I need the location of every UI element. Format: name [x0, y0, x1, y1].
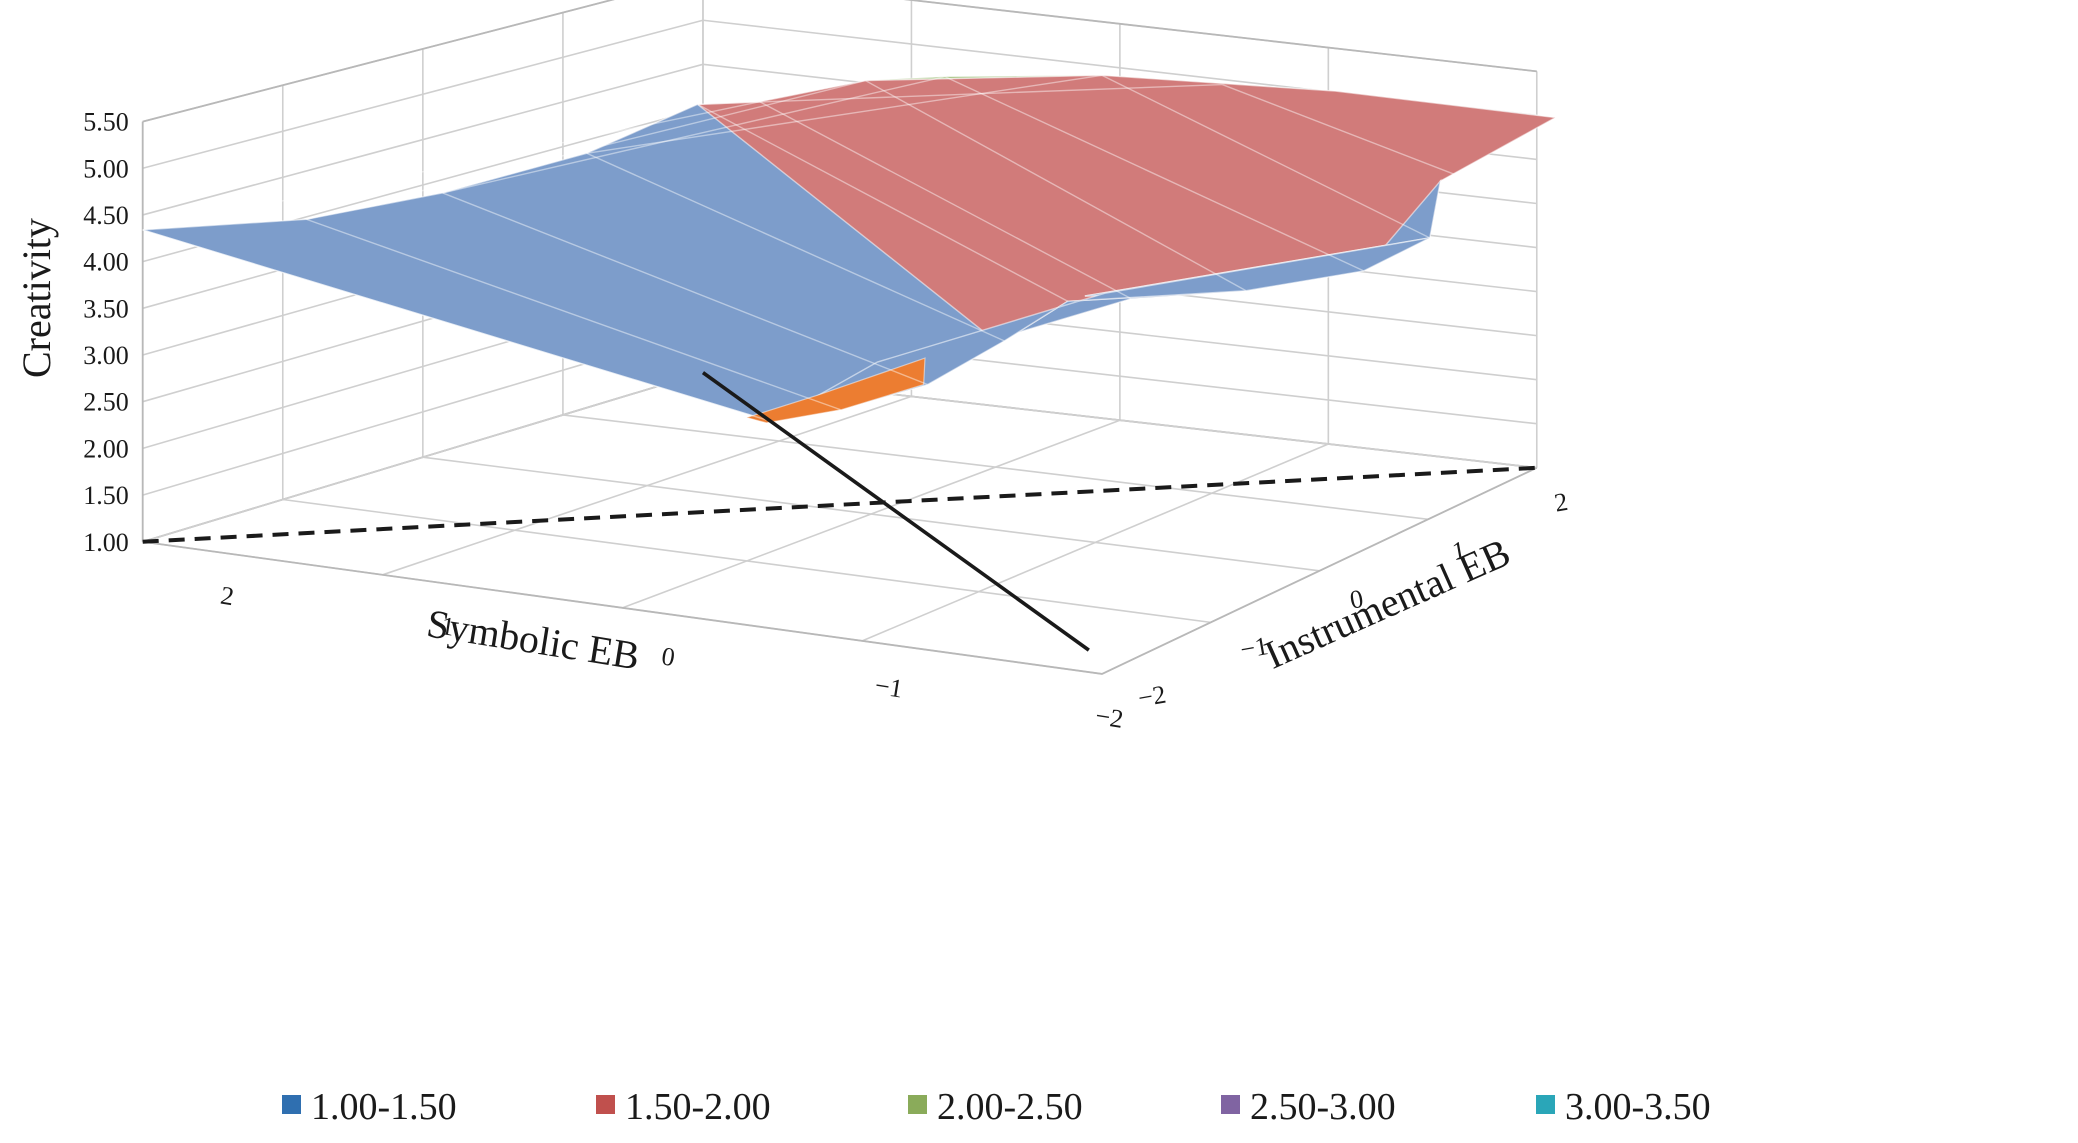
symbolic-tick-label: 0 [660, 641, 677, 672]
floor-line-instrumental-3 [562, 414, 1429, 521]
tick-labels: 1.00 1.50 2.00 2.50 3.00 3.50 4.00 4.50 5.00 5.50… [83, 108, 1570, 734]
floor-line-instrumental-2 [422, 456, 1320, 572]
instrumental-tick-label: 1 [1450, 535, 1468, 566]
legend-swatch [1536, 1095, 1555, 1114]
floor-line-symbolic-3 [861, 443, 1329, 642]
y-axis-title: Instrumental EB [1258, 529, 1517, 677]
floor-front-edge [142, 466, 1538, 675]
surface-grid-line-9 [697, 103, 1069, 302]
surface-grid-line-5 [142, 229, 772, 423]
legend-label: 1.50-2.00 [625, 1086, 771, 1128]
legend-swatch [1221, 1095, 1240, 1114]
surface-blue-band-front [771, 237, 1431, 423]
surface-grid-line-4 [697, 83, 1223, 106]
legend: 1.00-1.50 1.50-2.00 2.00-2.50 2.50-3.00 3.00… [282, 1086, 1711, 1128]
z-tick-label: 3.50 [83, 294, 129, 323]
instrumental-tick-label: −2 [1136, 680, 1168, 713]
legend-label: 2.00-2.50 [937, 1086, 1083, 1128]
legend-swatch [596, 1095, 615, 1114]
annotation-lines [142, 371, 1537, 652]
legend-label: 1.00-1.50 [311, 1086, 457, 1128]
instrumental-tick-label: 2 [1552, 487, 1570, 518]
legend-swatch [282, 1095, 301, 1114]
surface [142, 74, 1558, 424]
symbolic-tick-label: 1 [439, 611, 456, 642]
surface-orange-band [744, 357, 926, 424]
z-tick-label: 1.00 [83, 528, 129, 557]
z-tick-label: 2.00 [83, 434, 129, 463]
surface-grid-line-8 [586, 152, 1005, 342]
symbolic-tick-label: −1 [873, 671, 905, 704]
surface-grid-line-14 [1222, 83, 1479, 185]
z-tick-label: 5.50 [83, 108, 129, 137]
z-tick-label: 4.00 [83, 248, 129, 277]
floor-grid [142, 371, 1538, 675]
surface-grid-line-11 [865, 79, 1247, 292]
surface-grid-line-2 [442, 75, 945, 194]
surface-grid-line-13 [1101, 74, 1431, 239]
surface-grid-line-3 [586, 74, 1103, 154]
z-tick-label: 3.00 [83, 341, 129, 370]
legend-label: 2.50-3.00 [1250, 1086, 1396, 1128]
z-tick-label: 4.50 [83, 201, 129, 230]
solid-line [701, 371, 1090, 652]
surface-grid-line-7 [442, 192, 928, 386]
symbolic-tick-label: −2 [1093, 701, 1125, 734]
surface-grid-line-10 [759, 101, 1132, 300]
surface-grid-line-1 [306, 79, 866, 221]
surface-grid-line-0 [142, 101, 760, 231]
surface-grid-line-12 [944, 76, 1364, 272]
z-tick-label: 1.50 [83, 481, 129, 510]
x-axis-title: Symbolic EB [424, 600, 643, 678]
z-tick-label: 2.50 [83, 388, 129, 417]
instrumental-tick-label: 0 [1348, 584, 1366, 615]
z-tick-label: 5.00 [83, 154, 129, 183]
legend-label: 3.00-3.50 [1565, 1086, 1711, 1128]
z-axis-title: Creativity [14, 218, 59, 378]
symbolic-tick-label: 2 [219, 581, 236, 612]
surface-grid-line-6 [306, 218, 841, 411]
legend-swatch [908, 1095, 927, 1114]
instrumental-tick-label: −1 [1238, 631, 1270, 664]
wall-top-edge [142, 0, 1537, 123]
